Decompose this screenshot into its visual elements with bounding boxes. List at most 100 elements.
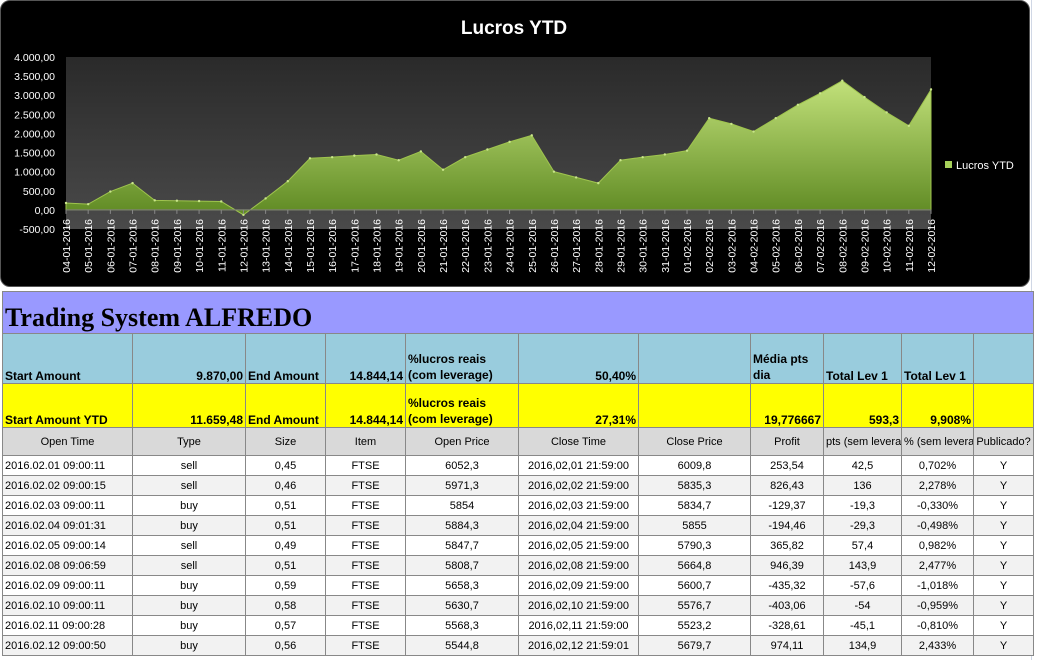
trade-cell[interactable]: -45,1 <box>823 615 902 636</box>
trade-cell[interactable]: FTSE <box>325 615 406 636</box>
trade-cell[interactable]: FTSE <box>325 475 406 496</box>
trade-cell[interactable]: FTSE <box>325 575 406 596</box>
start-amount-ytd-value[interactable]: 11.659,48 <box>132 383 246 428</box>
column-header[interactable]: Size <box>245 427 326 456</box>
trade-cell[interactable]: 5568,3 <box>405 615 519 636</box>
start-amount-value[interactable]: 9.870,00 <box>132 333 246 384</box>
trade-cell[interactable]: 946,39 <box>750 555 824 576</box>
pct-profit-value[interactable]: 50,40% <box>518 333 639 384</box>
avg-points-label[interactable]: Média pts dia <box>750 333 824 384</box>
trade-cell[interactable]: -19,3 <box>823 495 902 516</box>
column-header[interactable]: Publicado? <box>972 427 1035 456</box>
trade-cell[interactable]: Y <box>972 535 1035 556</box>
trade-cell[interactable]: buy <box>132 575 246 596</box>
trade-cell[interactable]: -54 <box>823 595 902 616</box>
trade-cell[interactable]: 0,982% <box>901 535 974 556</box>
trade-cell[interactable]: buy <box>132 595 246 616</box>
trade-cell[interactable]: -328,61 <box>750 615 824 636</box>
trade-cell[interactable]: -0,498% <box>901 515 974 536</box>
trade-cell[interactable]: 2016,02,12 21:59:01 <box>518 635 639 656</box>
trade-cell[interactable]: Y <box>972 635 1035 656</box>
trade-cell[interactable]: Y <box>972 455 1035 476</box>
trade-cell[interactable]: 5658,3 <box>405 575 519 596</box>
trade-cell[interactable]: 0,59 <box>245 575 326 596</box>
chart-panel[interactable]: Lucros YTD 4.000,00 3.500,00 3.000,00 2.500… <box>0 0 1030 287</box>
trade-cell[interactable]: 2016.02.04 09:01:31 <box>2 515 133 536</box>
trade-cell[interactable]: 5971,3 <box>405 475 519 496</box>
trade-cell[interactable]: FTSE <box>325 455 406 476</box>
column-header[interactable]: Open Price <box>405 427 519 456</box>
trade-cell[interactable]: 0,51 <box>245 555 326 576</box>
trade-cell[interactable]: 2016.02.09 09:00:11 <box>2 575 133 596</box>
trade-cell[interactable]: buy <box>132 635 246 656</box>
trade-cell[interactable]: -29,3 <box>823 515 902 536</box>
trade-cell[interactable]: Y <box>972 555 1035 576</box>
trade-cell[interactable]: -194,46 <box>750 515 824 536</box>
total-lev-value[interactable]: 593,3 <box>823 383 902 428</box>
trade-cell[interactable]: 2016,02,01 21:59:00 <box>518 455 639 476</box>
trade-cell[interactable]: 0,56 <box>245 635 326 656</box>
column-header[interactable]: Open Time <box>2 427 133 456</box>
trade-cell[interactable]: 5808,7 <box>405 555 519 576</box>
trade-cell[interactable]: 0,58 <box>245 595 326 616</box>
trade-cell[interactable]: 2,477% <box>901 555 974 576</box>
trade-cell[interactable]: 5834,7 <box>638 495 751 516</box>
trade-cell[interactable]: 2016.02.03 09:00:11 <box>2 495 133 516</box>
column-header[interactable]: Close Price <box>638 427 751 456</box>
trade-cell[interactable]: 5576,7 <box>638 595 751 616</box>
trade-cell[interactable]: 2016,02,03 21:59:00 <box>518 495 639 516</box>
trade-cell[interactable]: 0,51 <box>245 495 326 516</box>
start-amount-label[interactable]: Start Amount <box>2 333 133 384</box>
column-header[interactable]: pts (sem leverage) <box>823 427 902 456</box>
pct-profit-label[interactable]: %lucros reais (com leverage) <box>405 383 519 428</box>
trade-cell[interactable]: 2016,02,11 21:59:00 <box>518 615 639 636</box>
trade-cell[interactable]: 0,51 <box>245 515 326 536</box>
sheet-title[interactable]: Trading System ALFREDO <box>1 291 1035 334</box>
trade-cell[interactable]: 0,46 <box>245 475 326 496</box>
trade-cell[interactable]: 143,9 <box>823 555 902 576</box>
trade-cell[interactable]: 0,57 <box>245 615 326 636</box>
trade-cell[interactable]: Y <box>972 595 1035 616</box>
trade-cell[interactable]: 2016.02.11 09:00:28 <box>2 615 133 636</box>
trade-cell[interactable]: 5854 <box>405 495 519 516</box>
trade-cell[interactable]: 2016,02,05 21:59:00 <box>518 535 639 556</box>
trade-cell[interactable]: FTSE <box>325 635 406 656</box>
trade-cell[interactable]: Y <box>972 515 1035 536</box>
trade-cell[interactable]: -0,810% <box>901 615 974 636</box>
trade-cell[interactable]: 6052,3 <box>405 455 519 476</box>
trade-cell[interactable]: 826,43 <box>750 475 824 496</box>
trade-cell[interactable]: sell <box>132 475 246 496</box>
trade-cell[interactable]: 5790,3 <box>638 535 751 556</box>
trade-cell[interactable]: 2016,02,04 21:59:00 <box>518 515 639 536</box>
trade-cell[interactable]: 5544,8 <box>405 635 519 656</box>
column-header[interactable]: Type <box>132 427 246 456</box>
column-header[interactable]: % (sem leverage) <box>901 427 974 456</box>
trade-cell[interactable]: 42,5 <box>823 455 902 476</box>
trade-cell[interactable]: 5847,7 <box>405 535 519 556</box>
trade-cell[interactable]: 2016.02.05 09:00:14 <box>2 535 133 556</box>
trade-cell[interactable]: Y <box>972 495 1035 516</box>
trade-cell[interactable]: 0,49 <box>245 535 326 556</box>
trade-cell[interactable]: -435,32 <box>750 575 824 596</box>
avg-points-value[interactable]: 19,776667 <box>750 383 824 428</box>
start-amount-ytd-label[interactable]: Start Amount YTD <box>2 383 133 428</box>
trade-cell[interactable]: 2016,02,08 21:59:00 <box>518 555 639 576</box>
trade-cell[interactable]: -0,330% <box>901 495 974 516</box>
trade-cell[interactable]: 5523,2 <box>638 615 751 636</box>
trade-cell[interactable]: 2016,02,02 21:59:00 <box>518 475 639 496</box>
trade-cell[interactable]: 5855 <box>638 515 751 536</box>
trade-cell[interactable]: buy <box>132 615 246 636</box>
total-lev-pct-value[interactable]: 9,908% <box>901 383 974 428</box>
trade-cell[interactable]: 5630,7 <box>405 595 519 616</box>
trade-cell[interactable]: 6009,8 <box>638 455 751 476</box>
trade-cell[interactable]: 134,9 <box>823 635 902 656</box>
trade-cell[interactable]: 57,4 <box>823 535 902 556</box>
trade-cell[interactable]: 2016,02,10 21:59:00 <box>518 595 639 616</box>
trade-cell[interactable]: 5884,3 <box>405 515 519 536</box>
trade-cell[interactable]: 0,45 <box>245 455 326 476</box>
trade-cell[interactable]: -129,37 <box>750 495 824 516</box>
trade-cell[interactable]: 2016.02.02 09:00:15 <box>2 475 133 496</box>
column-header[interactable]: Item <box>325 427 406 456</box>
trade-cell[interactable]: -1,018% <box>901 575 974 596</box>
trade-cell[interactable]: -57,6 <box>823 575 902 596</box>
